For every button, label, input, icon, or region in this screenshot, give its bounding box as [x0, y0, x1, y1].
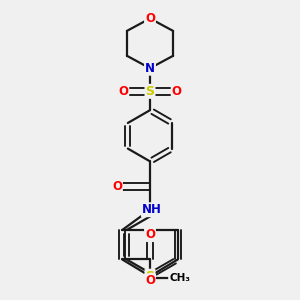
Text: O: O [145, 12, 155, 25]
Text: S: S [146, 270, 154, 283]
Text: CH₃: CH₃ [169, 273, 190, 283]
Text: O: O [172, 85, 182, 98]
Text: N: N [145, 62, 155, 75]
Text: O: O [112, 180, 122, 193]
Text: S: S [146, 85, 154, 98]
Text: O: O [118, 85, 128, 98]
Text: O: O [145, 274, 155, 287]
Text: NH: NH [142, 203, 162, 216]
Text: O: O [145, 228, 155, 241]
